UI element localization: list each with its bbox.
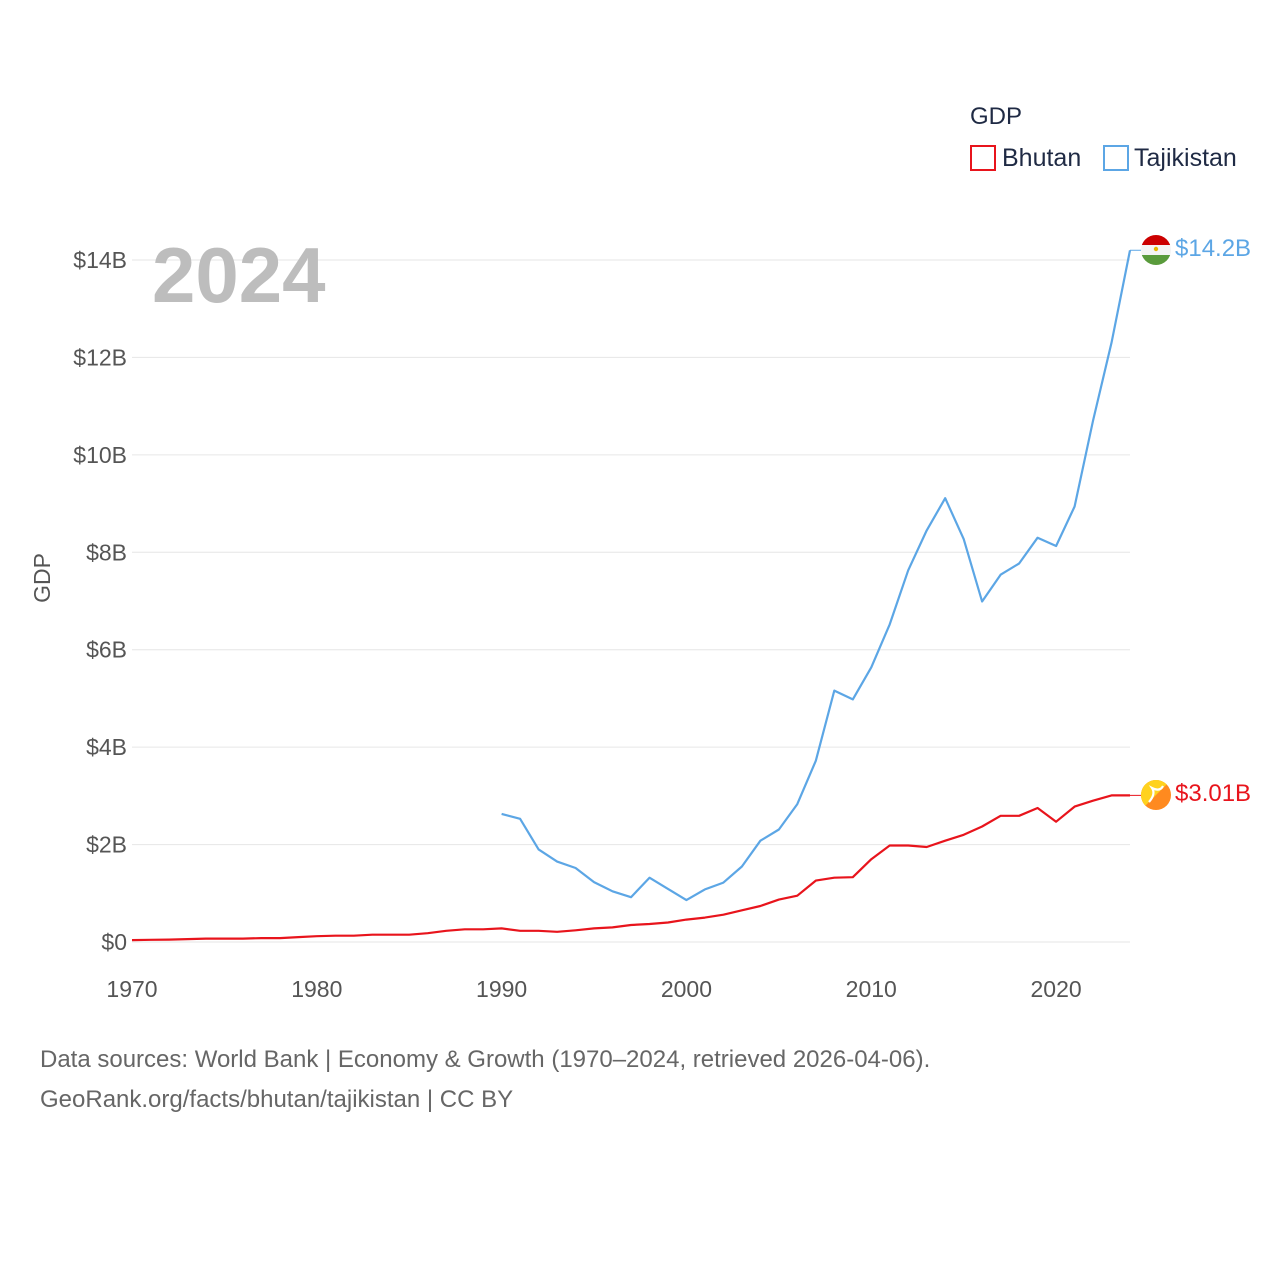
- end-label-tajikistan: $14.2B: [1175, 235, 1251, 262]
- year-overlay: 2024: [152, 231, 326, 319]
- legend-swatch-bhutan: [970, 145, 996, 171]
- legend-item-tajikistan[interactable]: Tajikistan: [1103, 144, 1237, 172]
- x-tick-label: 2010: [846, 976, 897, 1002]
- x-tick-label: 1990: [476, 976, 527, 1002]
- legend-label-bhutan: Bhutan: [1002, 144, 1081, 172]
- x-tick-label: 2000: [661, 976, 712, 1002]
- legend-swatch-tajikistan: [1103, 145, 1129, 171]
- bhutan-flag-icon: [1141, 780, 1171, 810]
- tajikistan-flag-icon: [1141, 235, 1171, 265]
- x-tick-label: 1970: [106, 976, 157, 1002]
- x-tick-label: 2020: [1030, 976, 1081, 1002]
- footer-sources: Data sources: World Bank | Economy & Gro…: [40, 1046, 931, 1073]
- x-tick-label: 1980: [291, 976, 342, 1002]
- y-tick-label: $6B: [86, 637, 127, 663]
- y-tick-label: $0: [101, 929, 127, 955]
- grid-lines: [132, 259, 1130, 943]
- footer-attribution[interactable]: GeoRank.org/facts/bhutan/tajikistan | CC…: [40, 1086, 514, 1113]
- legend-item-bhutan[interactable]: Bhutan: [970, 144, 1081, 172]
- y-tick-label: $10B: [73, 442, 127, 468]
- series-line-tajikistan[interactable]: [501, 250, 1132, 902]
- series-lines: [131, 249, 1141, 942]
- legend-label-tajikistan: Tajikistan: [1134, 144, 1237, 172]
- y-tick-label: $8B: [86, 539, 127, 565]
- y-tick-label: $14B: [73, 247, 127, 273]
- footer: Data sources: World Bank | Economy & Gro…: [40, 1040, 930, 1120]
- gdp-chart: 2024 $0 $2B $4B $6B $8B $10B $12B $14B 1970 1980…: [29, 103, 1251, 1002]
- y-tick-label: $4B: [86, 734, 127, 760]
- x-axis: 1970 1980 1990 2000 2010 2020: [106, 976, 1081, 1002]
- y-axis: $0 $2B $4B $6B $8B $10B $12B $14B: [73, 247, 127, 955]
- y-axis-title: GDP: [29, 553, 55, 603]
- y-tick-label: $12B: [73, 344, 127, 370]
- legend: GDP Bhutan Tajikistan: [970, 103, 1237, 172]
- end-label-bhutan: $3.01B: [1175, 780, 1251, 807]
- y-tick-label: $2B: [86, 832, 127, 858]
- series-line-bhutan[interactable]: [131, 794, 1130, 942]
- legend-title: GDP: [970, 103, 1022, 130]
